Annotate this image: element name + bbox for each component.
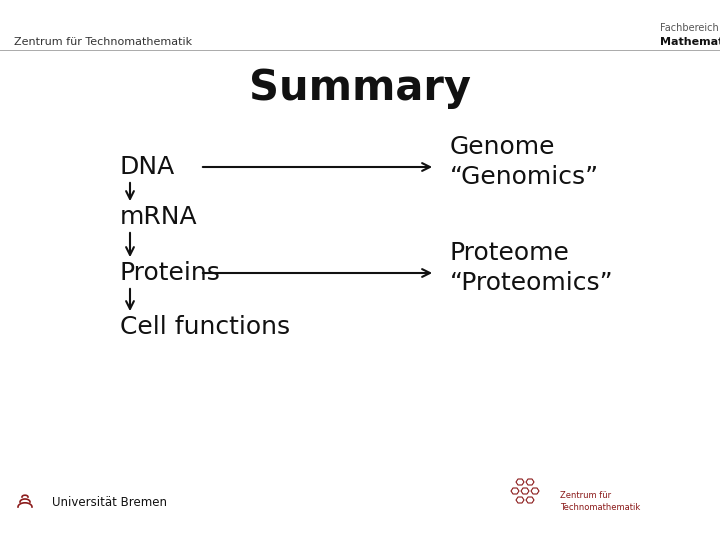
- Text: Zentrum für Technomathematik: Zentrum für Technomathematik: [14, 37, 192, 47]
- Text: mRNA: mRNA: [120, 205, 197, 229]
- Text: DNA: DNA: [120, 155, 175, 179]
- Text: Proteins: Proteins: [120, 261, 221, 285]
- Text: Universität Bremen: Universität Bremen: [52, 496, 167, 510]
- Text: Mathematik / Informatik: Mathematik / Informatik: [660, 37, 720, 47]
- Text: Proteome
“Proteomics”: Proteome “Proteomics”: [450, 241, 613, 295]
- Text: Genome
“Genomics”: Genome “Genomics”: [450, 135, 599, 189]
- Text: Technomathematik: Technomathematik: [560, 503, 640, 511]
- Text: Zentrum für: Zentrum für: [560, 490, 611, 500]
- Text: Summary: Summary: [249, 67, 471, 109]
- Text: Cell functions: Cell functions: [120, 315, 290, 339]
- Text: Fachbereich 3: Fachbereich 3: [660, 23, 720, 33]
